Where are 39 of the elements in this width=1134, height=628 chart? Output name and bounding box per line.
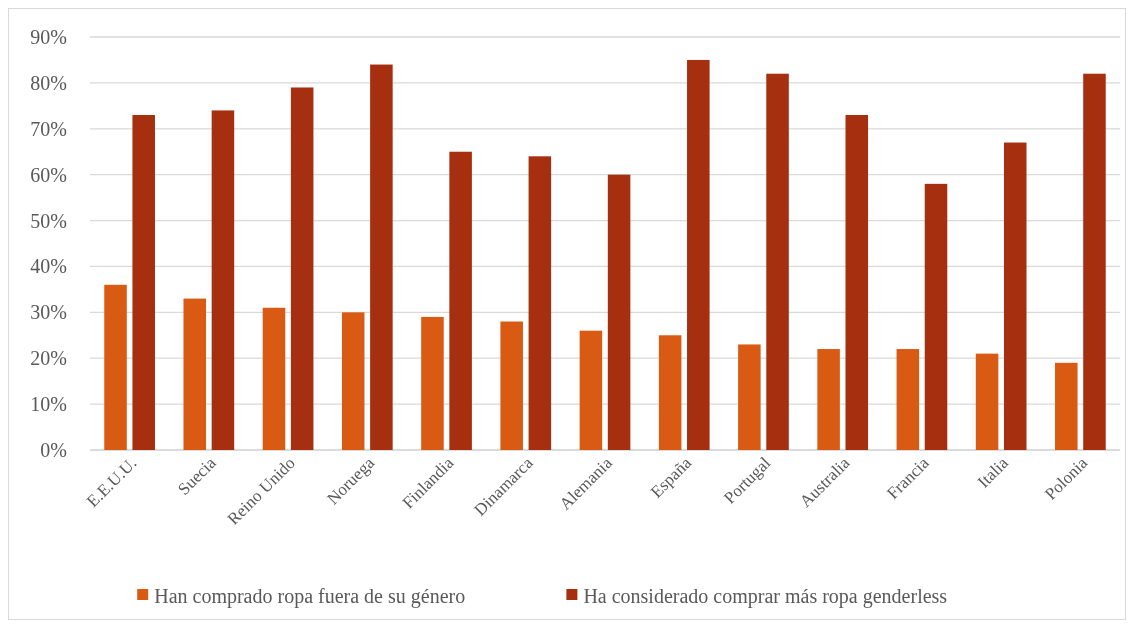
bar [687, 59, 710, 450]
bar [579, 330, 603, 450]
y-tick-label: 0% [40, 439, 67, 461]
bar [370, 64, 393, 450]
bar [924, 183, 948, 450]
y-tick-label: 30% [30, 301, 67, 324]
bar [766, 73, 789, 450]
bar [449, 151, 472, 450]
bar [975, 353, 999, 450]
bar [1083, 73, 1106, 450]
bar [845, 115, 869, 450]
y-tick-label: 20% [30, 347, 67, 370]
x-tick-label: Italia [973, 453, 1013, 492]
y-tick-label: 50% [30, 209, 67, 232]
legend-label: Ha considerado comprar más ropa genderless [583, 585, 948, 608]
bar [1055, 362, 1078, 450]
bar [500, 321, 523, 450]
bar [607, 174, 631, 450]
y-tick-label: 80% [30, 71, 67, 94]
bar [290, 87, 314, 450]
y-tick-label: 60% [30, 163, 67, 186]
bar [658, 335, 682, 450]
y-tick-label: 40% [30, 255, 67, 278]
bar [211, 110, 235, 450]
bar [262, 307, 286, 450]
bar [817, 349, 840, 450]
bar [1003, 142, 1027, 450]
bar [738, 344, 761, 450]
bar [896, 349, 920, 450]
y-tick-label: 90% [30, 26, 67, 48]
y-tick-label: 70% [30, 117, 67, 140]
bar [132, 115, 155, 450]
y-tick-label: 10% [30, 393, 67, 416]
bar [183, 298, 207, 450]
bar [341, 312, 365, 450]
bar [104, 284, 127, 450]
bar [528, 156, 552, 450]
legend-label: Han comprado ropa fuera de su género [154, 585, 466, 608]
bar [421, 316, 444, 450]
